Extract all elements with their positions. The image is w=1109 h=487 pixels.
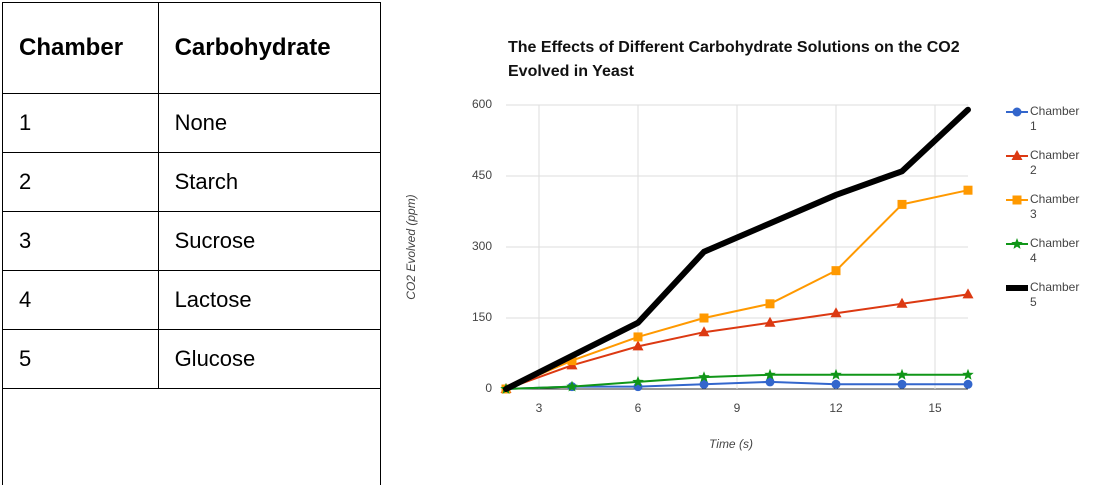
legend-label: Chamber 5 xyxy=(1030,280,1080,309)
data-point xyxy=(699,313,709,323)
x-tick-label: 3 xyxy=(536,401,543,415)
data-point xyxy=(764,316,776,327)
data-point xyxy=(567,356,577,366)
y-tick-label: 0 xyxy=(485,381,492,395)
legend-label: Chamber 2 xyxy=(1030,148,1080,177)
data-point xyxy=(765,299,775,309)
legend-label: Chamber 4 xyxy=(1030,236,1080,265)
table-cell: Lactose xyxy=(157,270,382,330)
table-cell: Starch xyxy=(157,152,382,212)
data-point xyxy=(896,297,908,308)
y-tick-label: 600 xyxy=(472,97,492,111)
table-cell: Glucose xyxy=(157,329,382,389)
y-tick-label: 150 xyxy=(472,310,492,324)
header-cell: Chamber xyxy=(2,2,159,94)
x-tick-label: 12 xyxy=(829,401,843,415)
data-point xyxy=(962,368,974,380)
header-row: Chamber Carbohydrate xyxy=(2,2,382,94)
data-point xyxy=(764,368,776,380)
empty-row xyxy=(2,388,381,485)
series-line xyxy=(505,293,969,390)
series-line xyxy=(505,373,969,390)
x-tick-label: 15 xyxy=(928,401,942,415)
legend-label: Chamber 1 xyxy=(1030,104,1080,133)
chart-title: The Effects of Different Carbohydrate So… xyxy=(508,39,960,80)
table-row: 4 Lactose xyxy=(2,270,382,330)
y-tick-label: 300 xyxy=(472,239,492,253)
data-point xyxy=(632,340,644,351)
table-cell: 4 xyxy=(2,270,159,330)
series-line xyxy=(505,189,969,390)
data-point xyxy=(765,377,775,387)
table-cell: 1 xyxy=(2,93,159,153)
series-line xyxy=(503,106,971,392)
table-cell: 5 xyxy=(2,329,159,389)
data-point xyxy=(962,288,974,299)
data-point xyxy=(963,379,973,389)
table-cell: Sucrose xyxy=(157,211,382,271)
y-axis-label: CO2 Evolved (ppm) xyxy=(404,194,418,299)
data-point xyxy=(896,368,908,380)
data-point xyxy=(698,326,710,337)
x-axis-label: Time (s) xyxy=(709,437,753,451)
legend-marker xyxy=(1012,107,1022,117)
empty-cell xyxy=(2,388,381,485)
data-point xyxy=(963,185,973,195)
legend-marker xyxy=(1011,238,1023,249)
y-tick-label: 450 xyxy=(472,168,492,182)
table-cell: 3 xyxy=(2,211,159,271)
table-row: 3 Sucrose xyxy=(2,211,382,271)
data-point xyxy=(830,368,842,380)
data-point xyxy=(831,379,841,389)
table-body: 1 None 2 Starch 3 Sucrose 4 Lactose 5 Glucose xyxy=(2,93,382,485)
header-cell: Carbohydrate xyxy=(157,2,382,94)
x-tick-label: 9 xyxy=(734,401,741,415)
data-point xyxy=(699,379,709,389)
carbohydrate-table: Chamber Carbohydrate 1 None 2 Starch 3 Sucrose… xyxy=(2,2,382,485)
table-row: 1 None xyxy=(2,93,382,153)
legend-label: Chamber 3 xyxy=(1030,192,1080,221)
data-point xyxy=(632,375,644,387)
data-point xyxy=(897,199,907,209)
data-point xyxy=(831,266,841,276)
legend-marker xyxy=(1011,150,1023,160)
legend-marker xyxy=(1012,195,1022,205)
data-point xyxy=(698,371,710,382)
data-point xyxy=(566,380,578,392)
data-point xyxy=(633,332,643,342)
data-point xyxy=(897,379,907,389)
x-tick-label: 6 xyxy=(635,401,642,415)
data-point xyxy=(830,307,842,318)
table-row: 5 Glucose xyxy=(2,329,382,389)
